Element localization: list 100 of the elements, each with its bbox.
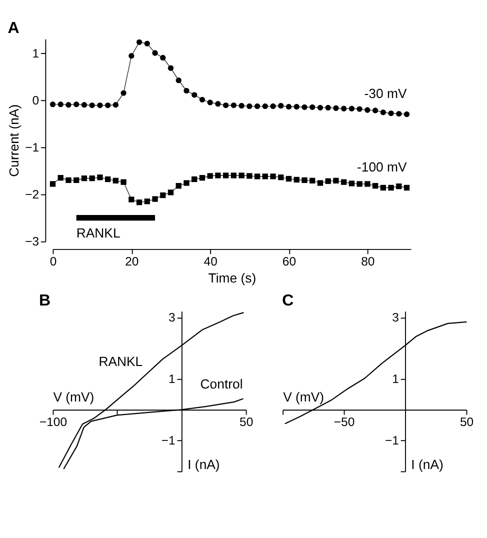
point <box>89 175 95 182</box>
point <box>58 102 64 108</box>
point <box>192 92 198 98</box>
point <box>380 110 386 116</box>
point <box>372 183 378 189</box>
point <box>396 183 402 190</box>
point <box>176 78 182 84</box>
point <box>184 88 190 94</box>
y-tick-label: −1 <box>25 140 40 154</box>
point <box>317 180 324 186</box>
point <box>230 102 237 108</box>
point <box>112 102 119 108</box>
chart-title: A <box>8 20 20 38</box>
point <box>160 192 166 198</box>
x-axis-title: V (mV) <box>53 390 94 405</box>
point <box>215 172 221 178</box>
x-tick-label: 0 <box>50 254 57 268</box>
point <box>74 102 80 108</box>
x-tick-label: 40 <box>204 254 218 268</box>
point <box>404 184 410 191</box>
x-tick-label: −50 <box>334 415 355 430</box>
y-tick-label: −2 <box>25 188 40 202</box>
point <box>294 176 300 183</box>
y-tick-label: −1 <box>384 434 400 448</box>
point <box>388 184 394 191</box>
point <box>254 174 260 180</box>
point <box>120 179 126 185</box>
y-tick-label: 1 <box>168 372 176 386</box>
point <box>66 177 72 184</box>
point <box>160 54 166 61</box>
point <box>333 178 339 184</box>
y-tick-label: 1 <box>32 46 40 60</box>
point <box>144 40 150 46</box>
point <box>317 104 324 110</box>
point <box>104 102 111 108</box>
point <box>262 174 268 180</box>
point <box>89 102 95 108</box>
point <box>325 104 331 110</box>
x-tick-label: 20 <box>125 254 139 268</box>
y-tick-label: −3 <box>25 234 40 249</box>
point <box>294 104 300 110</box>
y-tick-label: 3 <box>392 310 400 325</box>
x-axis-title: V (mV) <box>283 390 324 405</box>
point <box>199 96 206 102</box>
point <box>230 172 237 178</box>
point <box>356 106 362 112</box>
point <box>74 177 80 184</box>
point <box>302 177 308 184</box>
point <box>136 199 142 206</box>
point <box>199 174 206 181</box>
x-tick-label: 50 <box>240 415 254 430</box>
point <box>207 173 213 179</box>
point <box>341 106 347 112</box>
point <box>152 50 158 56</box>
point <box>310 104 316 110</box>
point <box>325 178 331 184</box>
point <box>50 181 56 187</box>
chart-title: B <box>38 292 51 310</box>
point <box>254 103 260 110</box>
point <box>356 181 362 187</box>
x-tick-label: 80 <box>361 254 375 268</box>
point <box>152 196 158 202</box>
y-tick-label: −1 <box>161 434 176 448</box>
y-tick-label: 0 <box>32 93 40 108</box>
point <box>223 172 229 178</box>
point <box>364 181 370 187</box>
x-tick-label: 50 <box>460 415 474 430</box>
point <box>144 198 150 204</box>
point <box>50 102 56 108</box>
point <box>278 174 284 180</box>
y-tick-label: 3 <box>168 310 176 325</box>
chart-title: C <box>282 292 294 310</box>
x-tick-label: −100 <box>39 415 68 430</box>
y-axis-title: Current (nA) <box>6 104 22 177</box>
series-label: Control <box>200 376 243 392</box>
point <box>184 180 190 186</box>
point <box>348 180 355 186</box>
point <box>302 104 308 110</box>
point <box>246 103 252 110</box>
point <box>238 102 244 109</box>
point <box>97 102 103 108</box>
point <box>136 39 142 45</box>
point <box>120 90 126 96</box>
legend-label: RANKL <box>76 226 120 241</box>
point <box>246 173 252 179</box>
series-label: -100 mV <box>356 160 407 175</box>
point <box>104 176 111 182</box>
point <box>81 102 88 108</box>
series-label: -30 mV <box>364 86 407 102</box>
point <box>168 190 174 196</box>
point <box>176 183 182 189</box>
point <box>341 179 347 185</box>
point <box>388 110 394 116</box>
point <box>278 102 284 109</box>
point <box>238 172 244 178</box>
x-tick-label: 60 <box>282 254 296 268</box>
point <box>215 101 221 107</box>
point <box>404 111 410 118</box>
point <box>380 184 386 191</box>
point <box>81 175 88 182</box>
